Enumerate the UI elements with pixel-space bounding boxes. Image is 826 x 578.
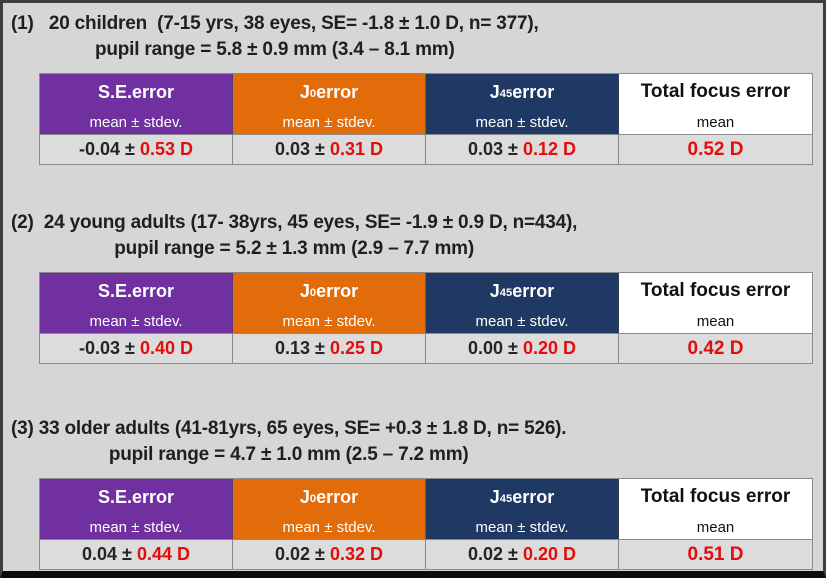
total-value: 0.42 D — [687, 337, 744, 359]
value-j45-error: 0.00 ±0.20 D — [426, 333, 619, 363]
col-header-label: J — [299, 486, 310, 507]
subheader-j45: mean ± stdev. — [426, 515, 619, 539]
mean-value: 0.13 ± — [275, 338, 325, 358]
stdev-value: 0.40 D — [139, 338, 193, 358]
col-header-label: J — [489, 280, 500, 301]
stdev-value: 0.44 D — [136, 544, 190, 564]
stdev-value: 0.31 D — [329, 139, 383, 159]
mean-value: -0.04 ± — [79, 139, 135, 159]
col-header-total-focus-error: Total focus error — [619, 74, 812, 110]
stdev-value: 0.25 D — [329, 338, 383, 358]
col-header-label: J — [299, 81, 310, 102]
study-heading: (2) 24 young adults (17- 38yrs, 45 eyes,… — [11, 210, 577, 262]
stdev-value: 0.20 D — [522, 544, 576, 564]
col-header-se-error: S.E. error — [40, 74, 233, 110]
col-header-label-rest: error — [131, 280, 175, 301]
col-header-se-error: S.E. error — [40, 273, 233, 309]
value-j0-error: 0.13 ±0.25 D — [233, 333, 426, 363]
study-heading-line1: (3) 33 older adults (41-81yrs, 65 eyes, … — [11, 418, 567, 439]
value-j45-error: 0.03 ±0.12 D — [426, 134, 619, 164]
col-header-label-rest: error — [316, 81, 359, 102]
col-header-label: J — [299, 280, 310, 301]
col-header-j45-error: J 45 error — [426, 273, 619, 309]
col-header-label-rest: error — [131, 81, 175, 102]
stdev-value: 0.32 D — [329, 544, 383, 564]
mean-value: 0.00 ± — [468, 338, 518, 358]
subheader-j0: mean ± stdev. — [233, 110, 426, 134]
value-se-error: -0.03 ±0.40 D — [40, 333, 233, 363]
mean-value: 0.04 ± — [82, 544, 132, 564]
value-j45-error: 0.02 ±0.20 D — [426, 539, 619, 569]
col-header-label: S.E. — [97, 486, 132, 507]
study-heading-line2: pupil range = 4.7 ± 1.0 mm (2.5 – 7.2 mm… — [108, 444, 469, 465]
subheader-j0: mean ± stdev. — [233, 515, 426, 539]
study-heading: (1) 20 children (7-15 yrs, 38 eyes, SE= … — [11, 11, 539, 63]
col-header-label: J — [489, 486, 500, 507]
col-header-label-rest: error — [512, 486, 555, 507]
subheader-j45: mean ± stdev. — [426, 110, 619, 134]
value-total-focus-error: 0.51 D — [619, 539, 812, 569]
total-value: 0.51 D — [687, 543, 744, 565]
stdev-value: 0.53 D — [139, 139, 193, 159]
study-heading-line1: (2) 24 young adults (17- 38yrs, 45 eyes,… — [11, 212, 578, 233]
subheader-total: mean — [619, 309, 812, 333]
value-j0-error: 0.03 ±0.31 D — [233, 134, 426, 164]
col-header-label-rest: error — [512, 81, 555, 102]
study-heading: (3) 33 older adults (41-81yrs, 65 eyes, … — [11, 416, 567, 468]
col-header-label: J — [489, 81, 500, 102]
stdev-value: 0.20 D — [522, 338, 576, 358]
subheader-se: mean ± stdev. — [40, 110, 233, 134]
subheader-j0: mean ± stdev. — [233, 309, 426, 333]
col-header-label: S.E. — [97, 280, 132, 301]
subheader-total: mean — [619, 515, 812, 539]
value-j0-error: 0.02 ±0.32 D — [233, 539, 426, 569]
col-header-label: S.E. — [97, 81, 132, 102]
col-header-se-error: S.E. error — [40, 479, 233, 515]
subheader-total: mean — [619, 110, 812, 134]
mean-value: -0.03 ± — [79, 338, 135, 358]
value-se-error: -0.04 ±0.53 D — [40, 134, 233, 164]
subheader-se: mean ± stdev. — [40, 515, 233, 539]
col-header-j45-error: J 45 error — [426, 74, 619, 110]
col-header-label: Total focus error — [640, 81, 791, 102]
study-heading-line2: pupil range = 5.8 ± 0.9 mm (3.4 – 8.1 mm… — [94, 39, 455, 60]
col-header-label-rest: error — [131, 486, 175, 507]
col-header-label-rest: error — [316, 280, 359, 301]
mean-value: 0.03 ± — [468, 139, 518, 159]
study-heading-line2: pupil range = 5.2 ± 1.3 mm (2.9 – 7.7 mm… — [114, 238, 474, 259]
mean-value: 0.02 ± — [468, 544, 518, 564]
col-header-label: Total focus error — [640, 280, 791, 301]
col-header-label-rest: error — [316, 486, 359, 507]
subheader-j45: mean ± stdev. — [426, 309, 619, 333]
col-header-label-rest: error — [512, 280, 555, 301]
study-section-children: (1) 20 children (7-15 yrs, 38 eyes, SE= … — [3, 3, 823, 165]
value-total-focus-error: 0.52 D — [619, 134, 812, 164]
study-section-young-adults: (2) 24 young adults (17- 38yrs, 45 eyes,… — [3, 165, 823, 364]
col-header-total-focus-error: Total focus error — [619, 479, 812, 515]
mean-value: 0.02 ± — [275, 544, 325, 564]
col-header-j45-error: J 45 error — [426, 479, 619, 515]
value-se-error: 0.04 ±0.44 D — [40, 539, 233, 569]
total-value: 0.52 D — [687, 138, 744, 160]
col-header-label: Total focus error — [640, 486, 791, 507]
study-section-older-adults: (3) 33 older adults (41-81yrs, 65 eyes, … — [3, 364, 823, 570]
stdev-value: 0.12 D — [522, 139, 576, 159]
value-total-focus-error: 0.42 D — [619, 333, 812, 363]
subheader-se: mean ± stdev. — [40, 309, 233, 333]
mean-value: 0.03 ± — [275, 139, 325, 159]
study-heading-line1: (1) 20 children (7-15 yrs, 38 eyes, SE= … — [11, 13, 539, 34]
col-header-total-focus-error: Total focus error — [619, 273, 812, 309]
